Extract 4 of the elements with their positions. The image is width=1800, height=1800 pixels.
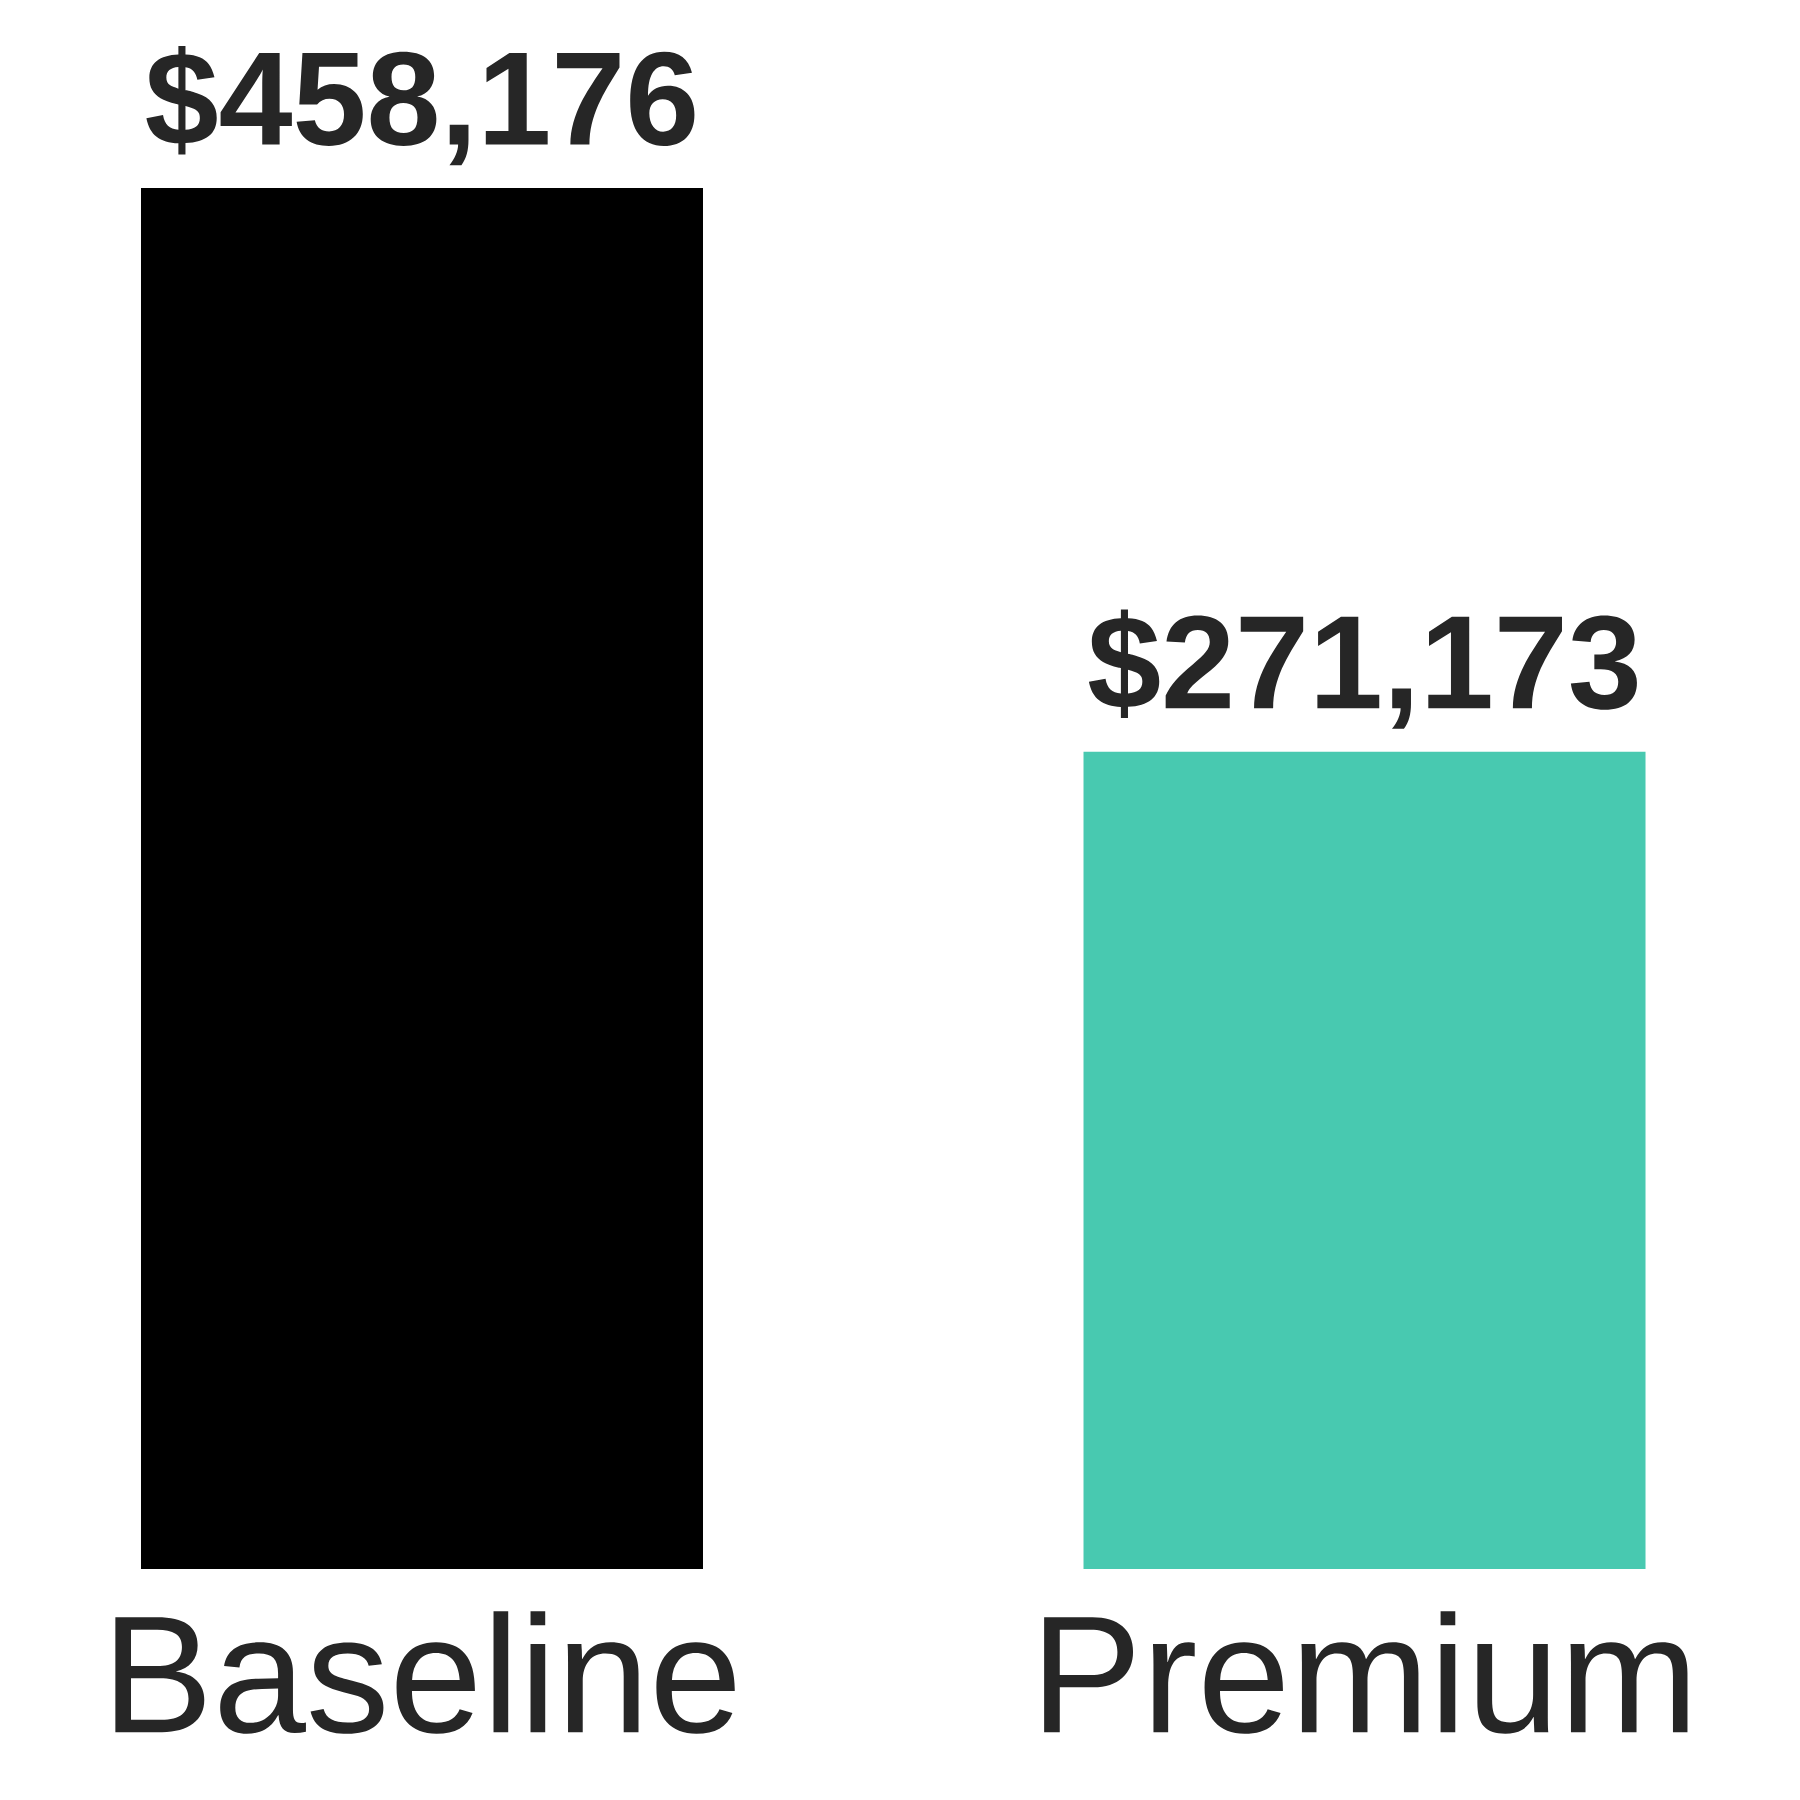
data-label: $458,176 bbox=[146, 45, 695, 166]
x-tick-label: Premium bbox=[1044, 1611, 1688, 1734]
x-tick-label: Baseline bbox=[115, 1611, 735, 1734]
data-label: $271,173 bbox=[1088, 609, 1637, 729]
